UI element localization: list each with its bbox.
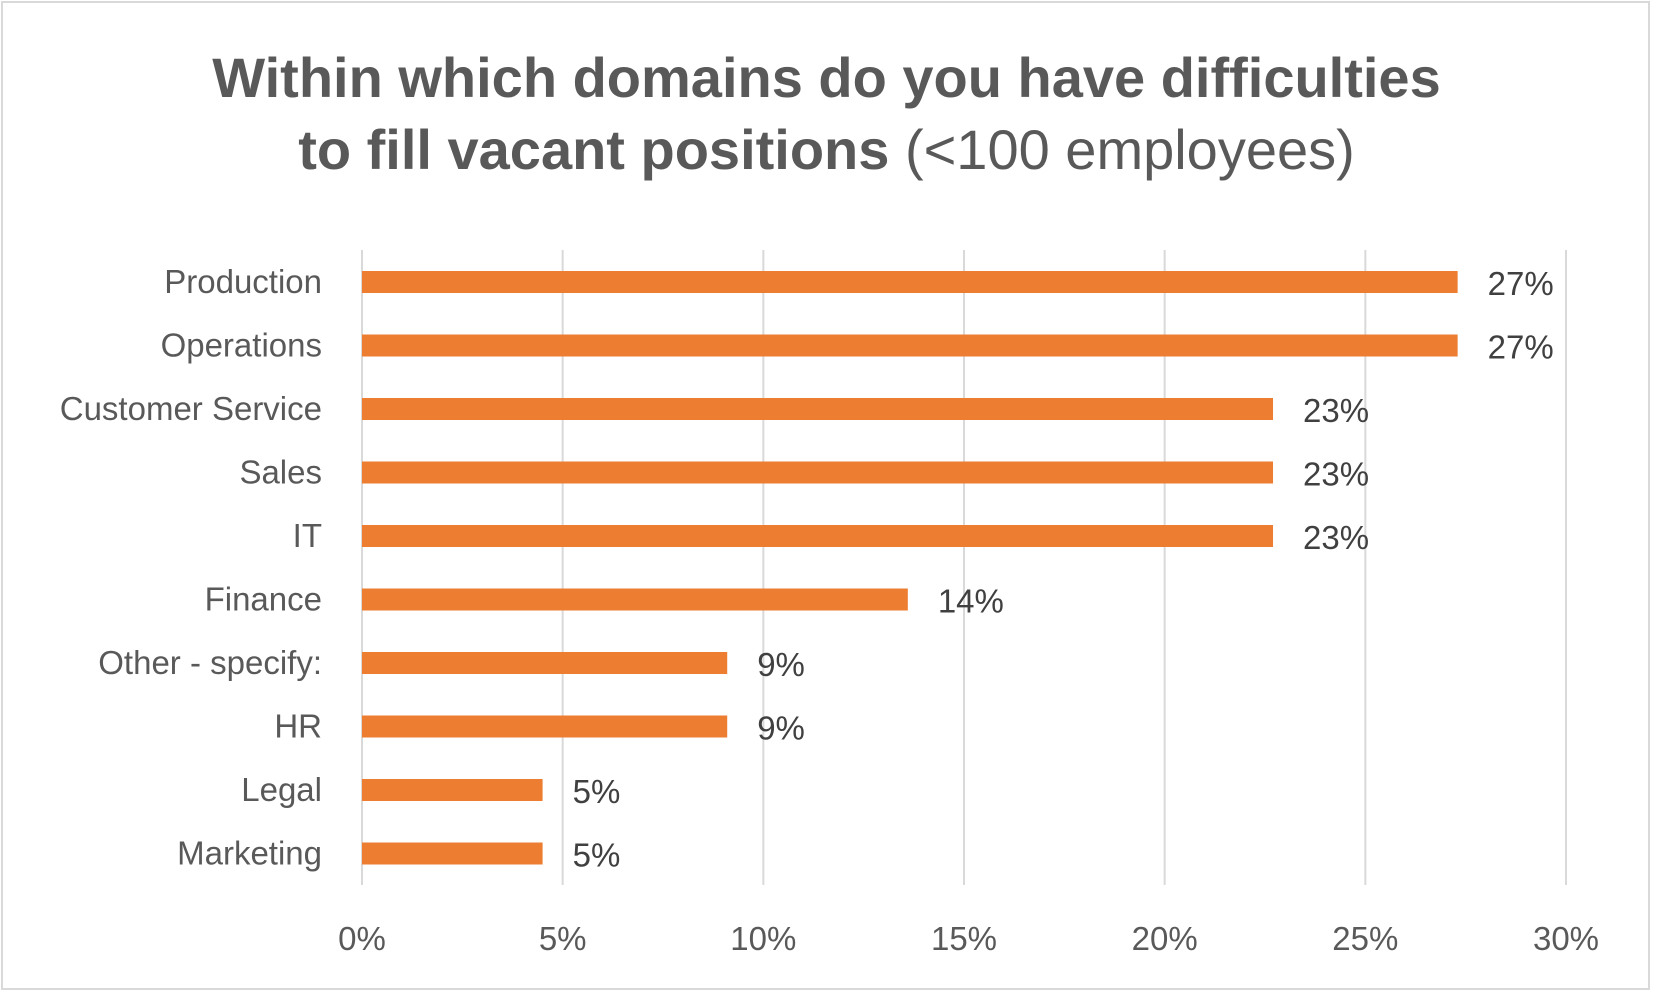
x-tick-label: 30% — [1533, 920, 1599, 957]
chart-subtitle: (<100 employees) — [904, 118, 1355, 181]
bar — [362, 334, 1458, 357]
category-label: Marketing — [177, 835, 322, 872]
bar — [362, 398, 1274, 420]
bar — [362, 588, 908, 611]
data-label: 9% — [757, 710, 805, 747]
data-label: 27% — [1488, 329, 1554, 366]
data-label: 23% — [1303, 519, 1369, 556]
category-label: Other - specify: — [98, 644, 322, 681]
bar — [362, 271, 1458, 293]
bar — [362, 715, 728, 738]
x-tick-label: 10% — [730, 920, 796, 957]
category-label: HR — [274, 708, 322, 745]
category-label: Finance — [205, 581, 322, 618]
bar — [362, 779, 543, 801]
data-label: 5% — [573, 773, 621, 810]
bar — [362, 461, 1274, 484]
x-tick-label: 25% — [1332, 920, 1398, 957]
x-tick-label: 0% — [338, 920, 386, 957]
x-tick-label: 15% — [931, 920, 997, 957]
bar — [362, 842, 543, 865]
data-label: 27% — [1488, 265, 1554, 302]
data-label: 5% — [573, 837, 621, 874]
category-label: Operations — [161, 327, 322, 364]
bars — [362, 271, 1458, 865]
data-label: 23% — [1303, 456, 1369, 493]
bar — [362, 652, 728, 674]
data-label: 9% — [757, 646, 805, 683]
category-label: Legal — [241, 771, 322, 808]
data-labels: 27% 27% 23% 23% 23% 14% 9% 9% 5% 5% — [573, 265, 1554, 874]
x-tick-label: 5% — [539, 920, 587, 957]
data-label: 23% — [1303, 392, 1369, 429]
category-labels: Production Operations Customer Service Sale… — [60, 263, 322, 872]
category-label: Customer Service — [60, 390, 322, 427]
category-label: IT — [293, 517, 322, 554]
bar — [362, 525, 1274, 547]
data-label: 14% — [938, 583, 1004, 620]
category-label: Production — [164, 263, 322, 300]
x-tick-label: 20% — [1132, 920, 1198, 957]
title-line-2: to fill vacant positions — [298, 118, 890, 181]
category-label: Sales — [239, 454, 322, 491]
x-axis-tick-labels: 0% 5% 10% 15% 20% 25% 30% — [338, 920, 1599, 957]
title-line-1: Within which domains do you have difficu… — [212, 46, 1441, 109]
chart-title: Within which domains do you have difficu… — [0, 42, 1653, 186]
